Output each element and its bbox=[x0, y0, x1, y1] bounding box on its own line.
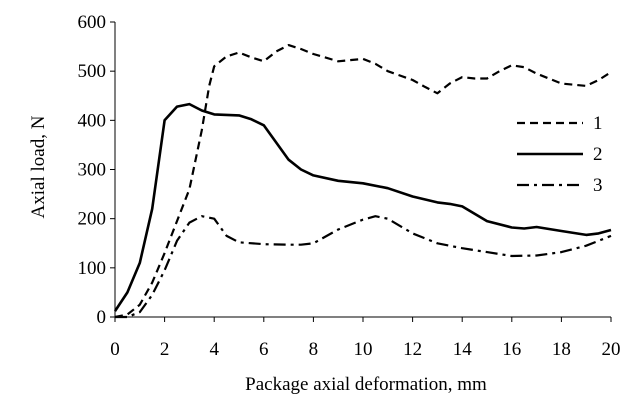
legend-label: 2 bbox=[593, 144, 603, 165]
y-tick-label: 300 bbox=[78, 160, 107, 181]
x-tick-label: 0 bbox=[110, 339, 120, 360]
y-tick-label: 400 bbox=[78, 110, 107, 131]
x-tick-label: 18 bbox=[552, 339, 571, 360]
x-tick-label: 12 bbox=[403, 339, 422, 360]
legend-item-2: 2 bbox=[517, 144, 603, 165]
x-tick-label: 20 bbox=[602, 339, 621, 360]
series-layer bbox=[113, 44, 612, 319]
x-tick-label: 8 bbox=[309, 339, 319, 360]
x-tick-label: 4 bbox=[209, 339, 219, 360]
series-line-3 bbox=[115, 215, 612, 319]
series-line-2 bbox=[113, 102, 612, 312]
y-tick-label: 500 bbox=[78, 61, 107, 82]
legend: 1 2 3 bbox=[517, 113, 603, 196]
y-axis-title: Axial load, N bbox=[28, 115, 49, 218]
y-tick-label: 600 bbox=[78, 12, 107, 33]
x-tick-label: 6 bbox=[259, 339, 269, 360]
y-tick-label: 0 bbox=[97, 307, 107, 328]
legend-item-3: 3 bbox=[517, 175, 603, 196]
x-tick-label: 14 bbox=[453, 339, 473, 360]
legend-label: 3 bbox=[593, 175, 603, 196]
x-tick-label: 10 bbox=[354, 339, 373, 360]
y-tick-label: 100 bbox=[78, 258, 107, 279]
x-tick-label: 2 bbox=[160, 339, 170, 360]
axes bbox=[114, 22, 611, 318]
y-tick-label: 200 bbox=[78, 209, 107, 230]
series-line-1 bbox=[114, 44, 612, 319]
x-axis-title: Package axial deformation, mm bbox=[245, 374, 487, 394]
legend-item-1: 1 bbox=[517, 113, 603, 134]
legend-label: 1 bbox=[593, 113, 603, 134]
x-tick-label: 16 bbox=[502, 339, 521, 360]
